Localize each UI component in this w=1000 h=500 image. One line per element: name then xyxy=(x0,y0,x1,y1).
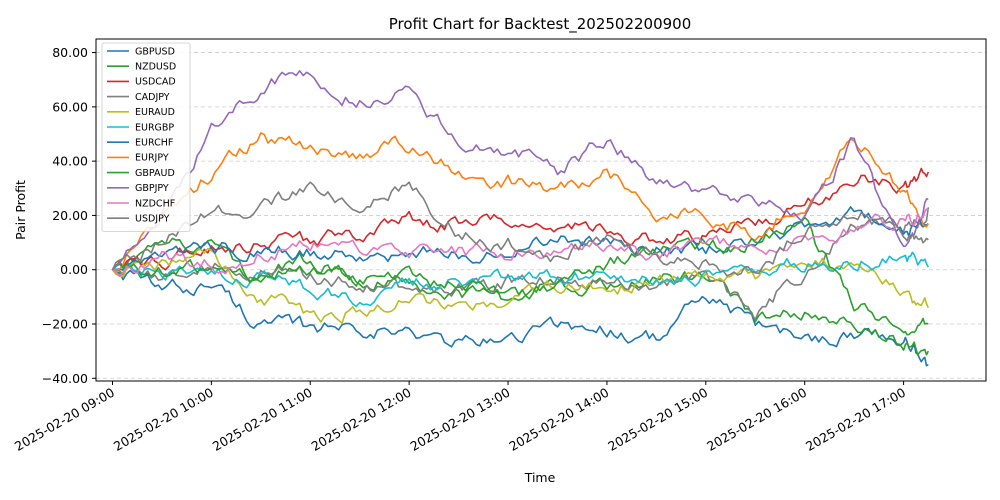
legend-label: GBPAUD xyxy=(135,168,175,179)
series-line-gbpaud xyxy=(111,216,929,336)
series-line-gbpjpy xyxy=(111,70,929,271)
series-line-nzdchf xyxy=(112,208,929,277)
y-axis-title: Pair Profit xyxy=(13,180,28,240)
series-line-usdjpy xyxy=(111,181,929,277)
legend-label: EURAUD xyxy=(135,107,175,118)
legend-label: NZDCHF xyxy=(135,198,175,209)
chart-title: Profit Chart for Backtest_202502200900 xyxy=(389,15,692,34)
legend-label: EURGBP xyxy=(135,122,174,133)
legend-label: NZDUSD xyxy=(135,62,176,73)
series-line-eurchf xyxy=(112,206,929,271)
legend-label: EURCHF xyxy=(135,138,173,149)
legend-label: USDCAD xyxy=(135,77,176,88)
legend-box xyxy=(101,42,191,232)
y-axis-ticks: −40.00 −20.00 0.00 20.00 40.00 60.00 80.00 xyxy=(42,45,96,386)
legend-label: GBPJPY xyxy=(135,183,169,194)
y-tick-label: 20.00 xyxy=(52,208,88,223)
y-tick-label: 80.00 xyxy=(52,45,88,60)
y-tick-label: −40.00 xyxy=(42,371,88,386)
y-gridlines xyxy=(96,52,986,379)
x-axis-title: Time xyxy=(524,470,556,485)
y-tick-label: 0.00 xyxy=(60,262,88,277)
y-tick-label: 40.00 xyxy=(52,154,88,169)
legend: GBPUSD NZDUSD USDCAD CADJPY EURAUD EURGBP EURC… xyxy=(101,42,191,232)
legend-label: USDJPY xyxy=(135,214,170,225)
series-line-gbpusd xyxy=(111,269,929,367)
legend-label: EURJPY xyxy=(135,153,169,164)
series-lines xyxy=(111,70,930,367)
legend-label: GBPUSD xyxy=(135,46,175,57)
legend-label: CADJPY xyxy=(135,92,170,103)
plot-frame xyxy=(95,38,987,382)
y-tick-label: 60.00 xyxy=(52,99,88,114)
y-tick-label: −20.00 xyxy=(42,317,88,332)
